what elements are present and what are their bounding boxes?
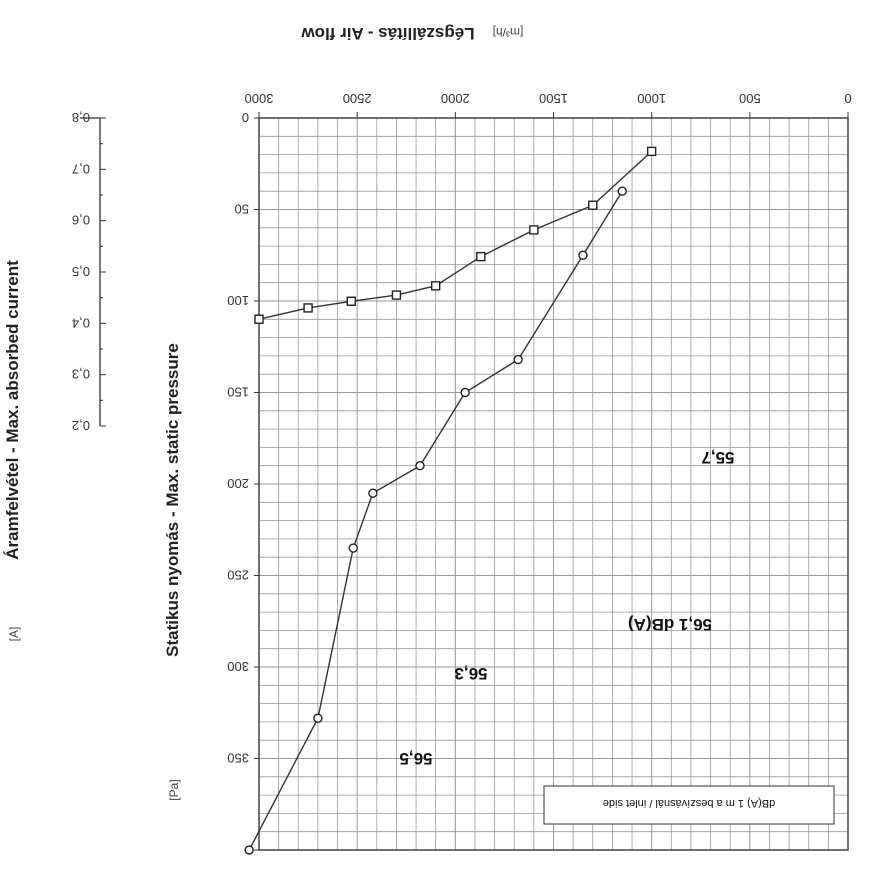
series-2-point: [254, 314, 264, 324]
series-2-point: [646, 146, 657, 157]
series-1-point: [617, 186, 627, 196]
current-tick-label: 0,7: [72, 161, 90, 176]
note-box: [543, 785, 835, 825]
y-axis-unit-pressure: [Pa]: [167, 779, 181, 800]
note-text: dB(A) 1 m a beszívásnál / inlet side: [603, 797, 775, 809]
series-2-point: [391, 290, 402, 300]
series-group: [244, 146, 657, 855]
x-tick-label: 1000: [637, 91, 666, 106]
y-tick-label: 200: [227, 476, 249, 491]
y-tick-label: 100: [227, 293, 249, 308]
series-1-point: [244, 845, 254, 855]
current-tick-label: 0,2: [72, 418, 90, 433]
x-tick-label: 500: [739, 91, 761, 106]
x-tick-label: 2500: [343, 91, 372, 106]
series-1-point: [313, 713, 323, 723]
current-tick-label: 0,4: [72, 315, 90, 330]
chart-grid: [258, 117, 849, 851]
series-2-point: [529, 225, 539, 235]
series-1-point: [513, 354, 523, 365]
y-axis-title-pressure: Statikus nyomás - Max. static pressure: [163, 343, 182, 657]
current-tick-label: 0,3: [72, 367, 90, 382]
series-2-point: [346, 296, 356, 306]
x-axis-unit: [m³/h]: [493, 25, 524, 39]
series-1-point: [348, 543, 358, 553]
series-2-point: [588, 200, 598, 210]
y-axis-unit-current: [A]: [7, 627, 21, 642]
y-axis-title-current: Áramfelvétel - Max. absorbed current: [3, 260, 22, 560]
series-1-point: [415, 461, 425, 471]
series-1-point: [460, 387, 470, 398]
current-axis: 0,2 0,3 0,4 0,5 0,6 0,7 0,8: [72, 110, 106, 433]
y-tick-label: 350: [227, 751, 249, 766]
db-label-3: 56,1 dB(A): [628, 615, 712, 634]
x-tick-label: 1500: [539, 91, 568, 106]
x-tick-label: 3000: [245, 91, 274, 106]
series-2-point: [431, 281, 441, 291]
y-tick-label: 300: [227, 659, 249, 674]
db-label-4: 55,7: [701, 448, 734, 467]
db-label-2: 56,3: [454, 664, 487, 683]
y-tick-label: 0: [242, 110, 249, 125]
x-tick-label: 0: [844, 91, 851, 106]
db-label-1: 56,5: [399, 749, 432, 768]
series-2-point: [476, 251, 486, 262]
series-1-point: [578, 250, 588, 260]
current-tick-label: 0,5: [72, 264, 90, 279]
y-tick-label: 50: [235, 202, 249, 217]
y-tick-label: 250: [227, 568, 249, 583]
y-tick-label: 150: [227, 385, 249, 400]
current-tick-label: 0,6: [72, 213, 90, 228]
x-axis-title: Légszállítás - Air flow: [301, 24, 475, 43]
x-tick-label: 2000: [441, 91, 470, 106]
x-ticks: 0 500 1000 1500 2000 2500 3000: [245, 91, 852, 118]
y-ticks-pressure: 350 300 250 200 150 100 50 0: [227, 110, 259, 851]
series-1-point: [368, 488, 378, 498]
current-tick-label: 0,8: [72, 110, 90, 125]
series-2-point: [303, 303, 313, 313]
